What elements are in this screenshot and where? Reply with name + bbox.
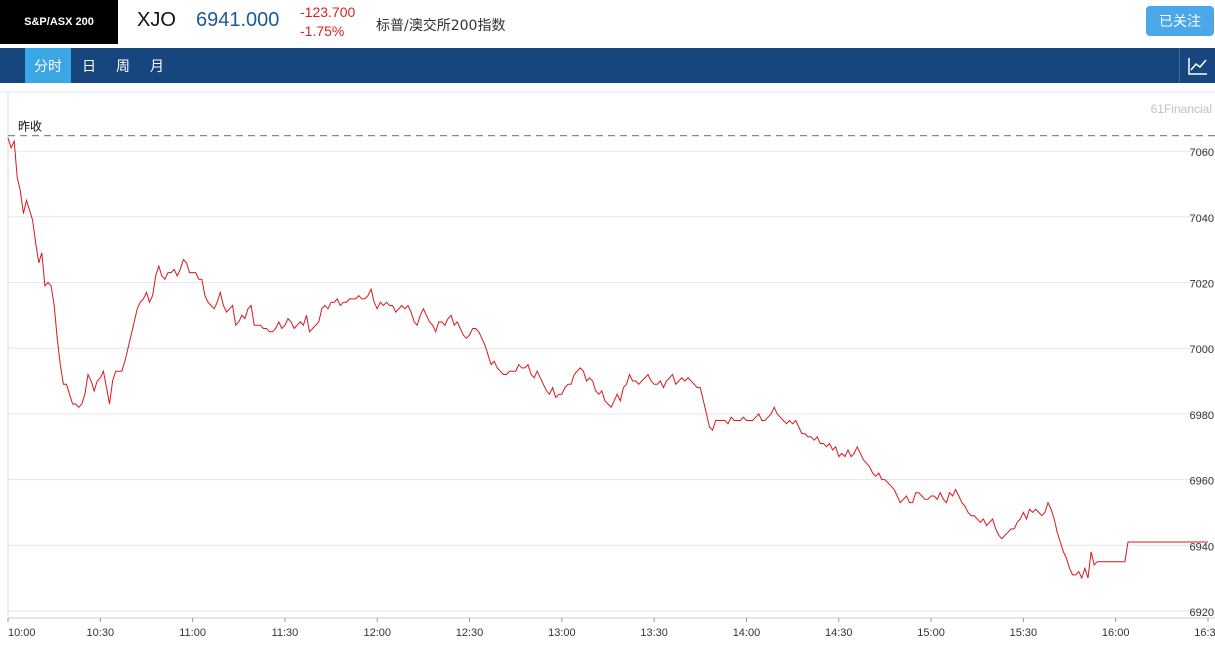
x-tick-label: 12:30 xyxy=(456,627,484,639)
y-tick-label: 7040 xyxy=(1190,213,1214,225)
x-tick-label: 11:30 xyxy=(272,627,299,639)
intraday-chart: 61Financial 7060 7040 7020 7000 6980 6960 6940… xyxy=(0,91,1215,639)
x-tick-label: 13:30 xyxy=(640,627,668,639)
y-tick-label: 6920 xyxy=(1190,607,1214,619)
x-tick-label: 10:30 xyxy=(87,627,115,639)
chart-grid xyxy=(0,91,1215,619)
y-tick-label: 6940 xyxy=(1190,541,1214,553)
x-tick-label: 14:30 xyxy=(825,627,853,639)
y-axis: 7060 7040 7020 7000 6980 6960 6940 6920 xyxy=(1190,147,1214,619)
x-tick-label: 15:00 xyxy=(917,627,945,639)
tab-daily[interactable]: 日 xyxy=(82,58,96,75)
change-value: -123.700 xyxy=(300,4,356,20)
x-tick-label: 15:30 xyxy=(1010,627,1038,639)
last-price: 6941.000 xyxy=(196,9,280,31)
y-tick-label: 7020 xyxy=(1190,279,1214,291)
y-tick-label: 7060 xyxy=(1190,147,1214,159)
follow-button[interactable]: 已关注 xyxy=(1146,6,1214,36)
change-percent: -1.75% xyxy=(300,23,345,39)
x-tick-label: 13:00 xyxy=(548,627,576,639)
y-tick-label: 6980 xyxy=(1190,410,1214,422)
x-tick-label: 12:00 xyxy=(363,627,391,639)
tab-monthly[interactable]: 月 xyxy=(150,58,164,75)
period-tab-bar: 分时 日 周 月 xyxy=(0,48,1215,83)
tab-weekly[interactable]: 周 xyxy=(116,58,130,75)
x-tick-label: 11:00 xyxy=(179,627,206,639)
x-tick-label: 16:30 xyxy=(1194,627,1215,639)
quote-header: S&P/ASX 200 XJO 6941.000 -123.700 -1.75%… xyxy=(0,0,1215,44)
y-tick-label: 7000 xyxy=(1190,344,1214,356)
line-chart-icon[interactable] xyxy=(1179,48,1215,83)
x-tick-label: 10:00 xyxy=(8,627,36,639)
x-tick-label: 16:00 xyxy=(1102,627,1130,639)
index-logo: S&P/ASX 200 xyxy=(0,0,118,44)
price-line xyxy=(7,137,1208,580)
y-tick-label: 6960 xyxy=(1190,476,1214,488)
index-name: 标普/澳交所200指数 xyxy=(376,18,506,34)
x-tick-label: 14:00 xyxy=(733,627,761,639)
prev-close-label: 昨收 xyxy=(18,120,42,134)
watermark: 61Financial xyxy=(1151,102,1212,116)
symbol-label: XJO xyxy=(137,9,176,31)
x-axis: 10:00 10:30 11:00 11:30 12:00 12:30 13:00 13:30… xyxy=(7,618,1215,639)
price-change: -123.700 -1.75% xyxy=(300,3,355,41)
tab-intraday[interactable]: 分时 xyxy=(25,48,71,83)
